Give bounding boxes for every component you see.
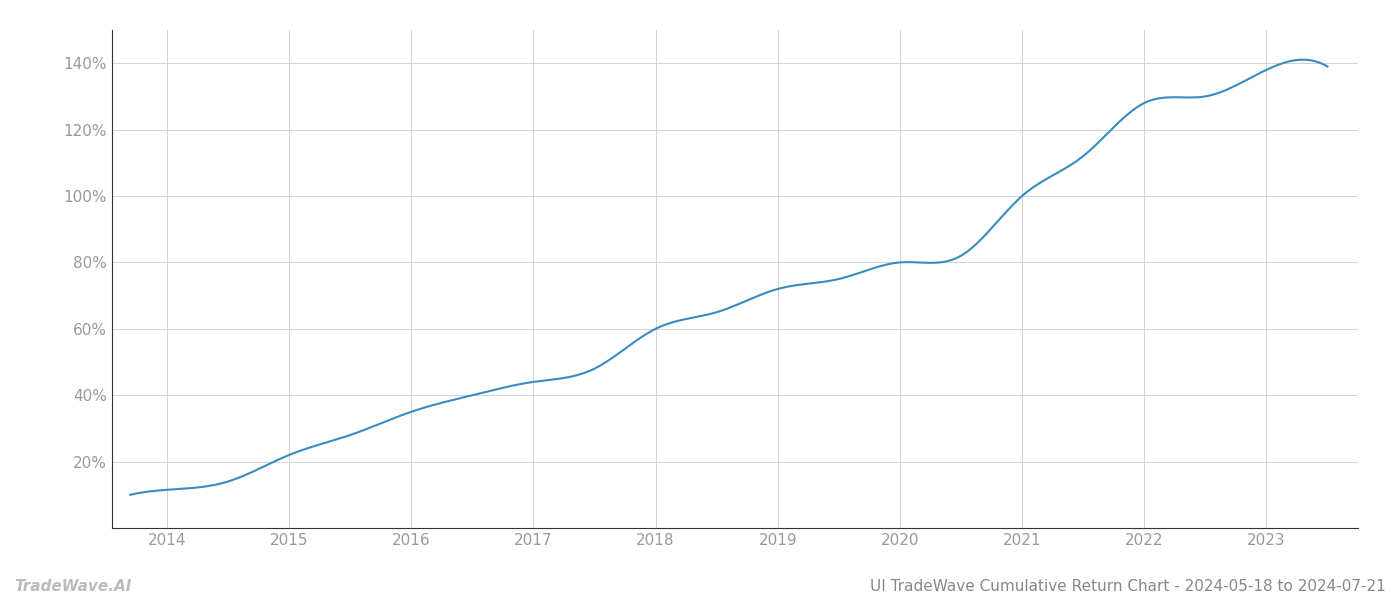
Text: TradeWave.AI: TradeWave.AI bbox=[14, 579, 132, 594]
Text: UI TradeWave Cumulative Return Chart - 2024-05-18 to 2024-07-21: UI TradeWave Cumulative Return Chart - 2… bbox=[871, 579, 1386, 594]
